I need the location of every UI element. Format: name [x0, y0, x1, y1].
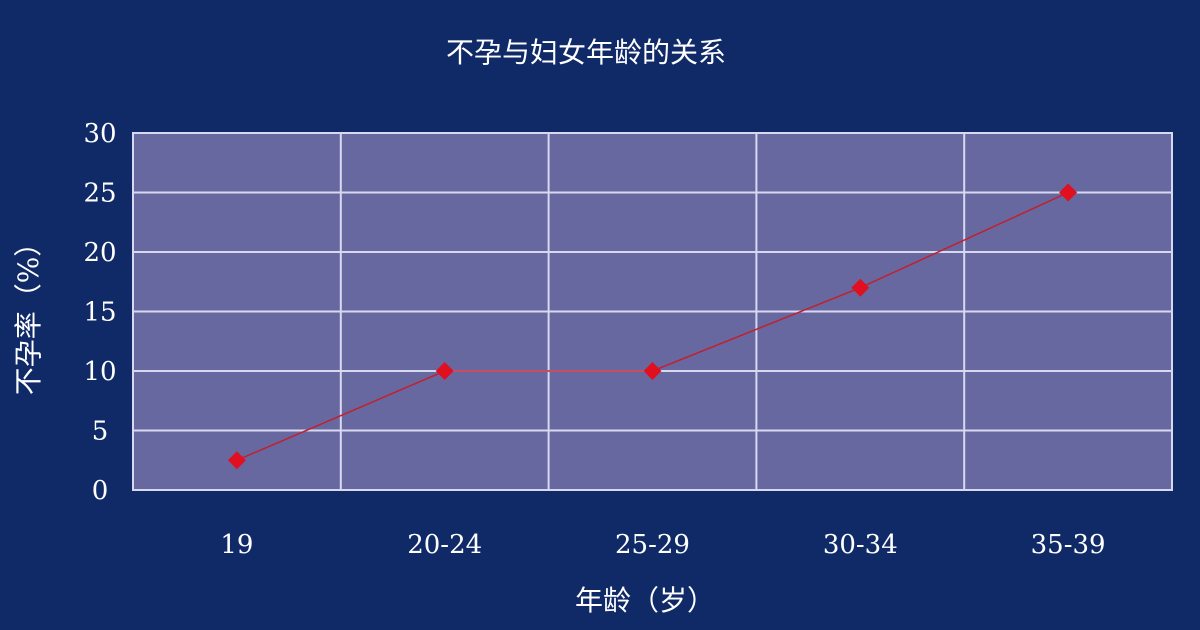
y-tick-label: 0: [92, 476, 109, 506]
y-tick-label: 15: [83, 298, 116, 328]
y-tick-label: 20: [83, 238, 116, 268]
y-tick-label: 25: [83, 179, 116, 209]
data-point: [851, 278, 870, 297]
x-tick-label: 25-29: [615, 530, 690, 560]
y-tick-label: 5: [92, 417, 109, 447]
chart-title: 不孕与妇女年龄的关系: [446, 36, 726, 69]
y-tick-label: 30: [83, 119, 116, 149]
data-point: [227, 451, 246, 470]
x-tick-label: 30-34: [823, 530, 898, 560]
x-axis-label: 年龄（岁）: [575, 584, 715, 617]
data-point: [643, 362, 662, 380]
data-point: [1059, 183, 1078, 202]
y-axis-label: 不孕率（%）: [12, 229, 45, 396]
x-tick-label: 20-24: [407, 530, 482, 560]
x-tick-label: 19: [220, 530, 253, 560]
y-tick-label: 10: [83, 357, 116, 387]
x-tick-label: 35-39: [1031, 530, 1106, 560]
data-point: [435, 362, 454, 380]
